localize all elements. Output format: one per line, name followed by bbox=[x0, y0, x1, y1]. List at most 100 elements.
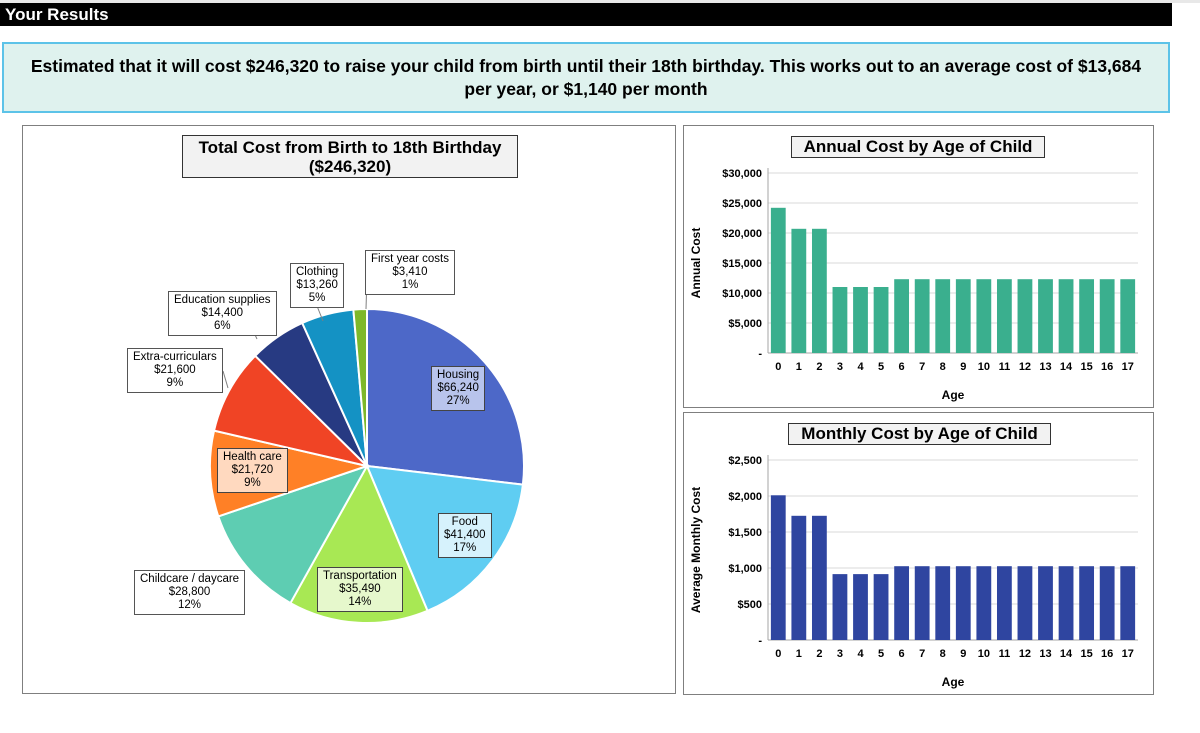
pie-chart-title-text: Total Cost from Birth to 18th Birthday bbox=[198, 138, 502, 157]
monthly-bar-age-6 bbox=[894, 566, 910, 640]
monthly-x-tick-label: 10 bbox=[978, 648, 990, 660]
pie-label-first-year-costs: First year costs $3,410 1% bbox=[365, 250, 455, 295]
annual-bar-age-12 bbox=[1017, 279, 1033, 353]
monthly-y-tick-label: $2,000 bbox=[728, 491, 762, 503]
annual-x-tick-label: 2 bbox=[816, 361, 822, 373]
pie-label-food: Food $41,400 17% bbox=[438, 513, 492, 558]
monthly-x-tick-label: 4 bbox=[857, 648, 864, 660]
results-summary: Estimated that it will cost $246,320 to … bbox=[2, 42, 1170, 113]
monthly-bar-age-9 bbox=[955, 566, 971, 640]
annual-bar-age-9 bbox=[955, 279, 971, 353]
monthly-bar-age-12 bbox=[1017, 566, 1033, 640]
pie-label-extra-curriculars: Extra-curriculars $21,600 9% bbox=[127, 348, 223, 393]
annual-bar-age-5 bbox=[873, 287, 889, 353]
sheet-gridline bbox=[0, 0, 1200, 3]
annual-chart-panel[interactable]: Annual Cost by Age of Child - $5,000 $10,0… bbox=[683, 125, 1154, 408]
monthly-x-tick-label: 6 bbox=[899, 648, 905, 660]
annual-x-axis-title: Age bbox=[942, 388, 965, 402]
annual-bar-age-6 bbox=[894, 279, 910, 353]
annual-bar-age-7 bbox=[914, 279, 930, 353]
pie-label-percent: 5% bbox=[308, 292, 326, 304]
pie-label-childcare-daycare: Childcare / daycare $28,800 12% bbox=[134, 570, 246, 615]
pie-label-percent: 14% bbox=[348, 596, 372, 608]
monthly-x-tick-label: 8 bbox=[940, 648, 946, 660]
annual-x-tick-label: 13 bbox=[1039, 361, 1051, 373]
pie-label-percent: 12% bbox=[178, 599, 202, 611]
pie-slice-extra-curriculars bbox=[212, 354, 371, 468]
monthly-bar-age-7 bbox=[914, 566, 930, 640]
monthly-bar-age-2 bbox=[811, 515, 827, 640]
pie-label-name: First year costs bbox=[371, 253, 449, 265]
annual-x-tick-label: 3 bbox=[837, 361, 843, 373]
annual-y-tick-label: $30,000 bbox=[722, 168, 762, 180]
monthly-y-tick-label: $1,500 bbox=[728, 527, 762, 539]
monthly-bar-age-16 bbox=[1099, 566, 1115, 640]
pie-label-percent: 9% bbox=[244, 477, 261, 489]
annual-bar-age-17 bbox=[1120, 279, 1136, 353]
annual-bar-chart: - $5,000 $10,000 $15,000 $20,000 $25,000 $30,0… bbox=[689, 168, 1138, 402]
pie-label-value: $13,260 bbox=[296, 279, 338, 291]
annual-x-tick-label: 6 bbox=[899, 361, 905, 373]
annual-x-tick-label: 5 bbox=[878, 361, 884, 373]
pie-label-name: Housing bbox=[437, 369, 480, 381]
pie-label-clothing: Clothing $13,260 5% bbox=[290, 263, 345, 308]
annual-x-tick-label: 11 bbox=[999, 361, 1011, 373]
annual-x-tick-label: 17 bbox=[1122, 361, 1134, 373]
monthly-chart-panel[interactable]: Monthly Cost by Age of Child - $500 $1,000… bbox=[683, 412, 1154, 695]
annual-bar-age-13 bbox=[1038, 279, 1053, 353]
annual-x-tick-label: 10 bbox=[978, 361, 990, 373]
annual-y-tick-label: $15,000 bbox=[722, 258, 762, 270]
pie-label-percent: 1% bbox=[401, 279, 419, 291]
monthly-y-axis-title: Average Monthly Cost bbox=[689, 487, 703, 613]
monthly-x-axis-title: Age bbox=[942, 675, 965, 689]
monthly-bar-age-10 bbox=[976, 566, 992, 640]
annual-x-tick-label: 15 bbox=[1080, 361, 1092, 373]
pie-label-name: Clothing bbox=[296, 266, 339, 278]
pie-label-value: $35,490 bbox=[339, 583, 381, 595]
annual-y-tick-label: $20,000 bbox=[722, 228, 762, 240]
pie-label-name: Childcare / daycare bbox=[140, 573, 240, 585]
pie-label-value: $14,400 bbox=[201, 307, 244, 319]
annual-bar-age-11 bbox=[996, 279, 1012, 353]
pie-chart-panel[interactable]: Total Cost from Birth to 18th Birthday (… bbox=[22, 125, 676, 694]
pie-label-value: $21,720 bbox=[231, 464, 274, 476]
monthly-bar-age-11 bbox=[996, 566, 1012, 640]
monthly-bar-age-4 bbox=[853, 574, 868, 640]
pie-label-value: $66,240 bbox=[437, 382, 479, 394]
annual-x-tick-label: 8 bbox=[940, 361, 946, 373]
annual-x-tick-label: 0 bbox=[775, 361, 781, 373]
pie-label-housing: Housing $66,240 27% bbox=[431, 366, 486, 411]
monthly-x-tick-label: 7 bbox=[919, 648, 925, 660]
pie-chart-title: Total Cost from Birth to 18th Birthday (… bbox=[182, 135, 518, 178]
pie-label-percent: 9% bbox=[166, 377, 184, 389]
annual-bar-age-1 bbox=[791, 228, 807, 353]
monthly-x-tick-label: 3 bbox=[837, 648, 843, 660]
annual-y-tick-label: $10,000 bbox=[722, 288, 762, 300]
monthly-x-tick-label: 9 bbox=[960, 648, 966, 660]
annual-bar-age-10 bbox=[976, 279, 992, 353]
pie-label-name: Food bbox=[451, 516, 478, 528]
monthly-x-tick-label: 13 bbox=[1039, 648, 1051, 660]
pie-label-health-care: Health care $21,720 9% bbox=[217, 448, 288, 493]
pie-label-value: $41,400 bbox=[444, 529, 486, 541]
monthly-x-tick-label: 0 bbox=[775, 648, 781, 660]
monthly-bar-age-0 bbox=[770, 495, 786, 640]
pie-label-name: Extra-curriculars bbox=[133, 351, 217, 363]
annual-bar-age-15 bbox=[1079, 279, 1095, 353]
pie-label-name: Education supplies bbox=[174, 294, 271, 306]
pie-slice-first-year-costs bbox=[352, 307, 368, 467]
monthly-bar-age-15 bbox=[1079, 566, 1095, 640]
annual-y-tick-label: $25,000 bbox=[722, 198, 762, 210]
annual-x-tick-label: 7 bbox=[919, 361, 925, 373]
results-header: Your Results bbox=[0, 3, 1172, 26]
annual-x-tick-label: 1 bbox=[796, 361, 802, 373]
annual-y-tick-label: - bbox=[758, 348, 762, 360]
pie-label-value: $28,800 bbox=[168, 586, 211, 598]
pie-leader-line-clothing bbox=[316, 305, 324, 322]
monthly-x-tick-label: 5 bbox=[878, 648, 884, 660]
monthly-chart-title: Monthly Cost by Age of Child bbox=[788, 423, 1051, 445]
annual-bar-age-16 bbox=[1099, 279, 1115, 353]
annual-bar-age-4 bbox=[853, 287, 868, 353]
monthly-x-tick-label: 15 bbox=[1080, 648, 1092, 660]
